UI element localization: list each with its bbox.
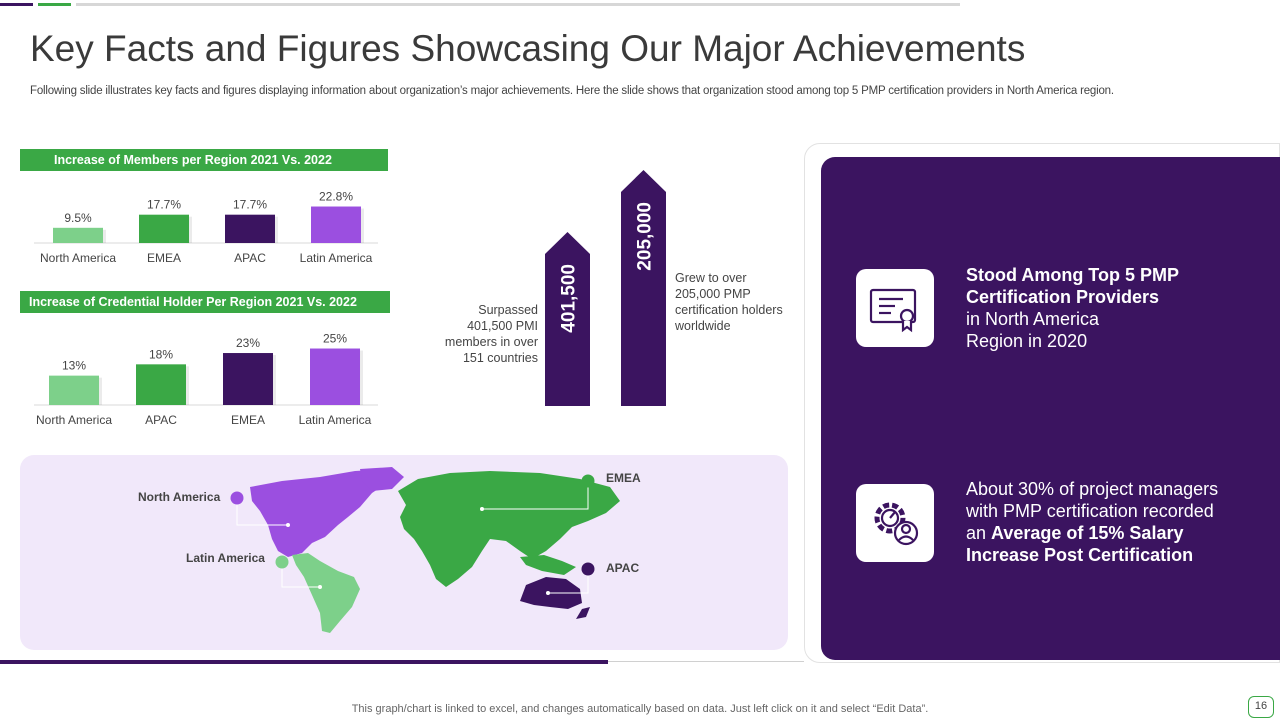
apac-label: APAC bbox=[606, 561, 640, 575]
data-label: 25% bbox=[323, 332, 347, 346]
asia-islands-shape[interactable] bbox=[520, 555, 576, 575]
category-label: EMEA bbox=[147, 251, 181, 265]
fact-2-line4-bold: Increase Post Certification bbox=[966, 545, 1194, 565]
members-note: Surpassed 401,500 PMI members in over 15… bbox=[444, 303, 538, 365]
members-bar-chart[interactable]: 9.5% North America 17.7% EMEA 17.7% APAC 22.8%… bbox=[20, 176, 390, 272]
facts-card: Stood Among Top 5 PMP Certification Prov… bbox=[821, 157, 1280, 660]
arrow-bar[interactable] bbox=[621, 170, 666, 406]
apac-dot bbox=[581, 562, 595, 576]
arrow-value-label: 205,000 bbox=[635, 202, 656, 271]
holders-note: Grew to over 205,000 PMP certification h… bbox=[675, 271, 783, 333]
data-label: 17.7% bbox=[147, 198, 181, 212]
new-zealand-shape[interactable] bbox=[576, 607, 590, 619]
bar[interactable] bbox=[223, 353, 273, 405]
top-accent-purple bbox=[0, 3, 33, 6]
members-chart-title: Increase of Members per Region 2021 Vs. … bbox=[20, 149, 388, 171]
data-label: 23% bbox=[236, 336, 260, 350]
category-label: North America bbox=[36, 413, 112, 427]
top-accent-green bbox=[38, 3, 71, 6]
greenland-shape[interactable] bbox=[360, 467, 404, 491]
bottom-accent-line bbox=[0, 660, 608, 664]
certificate-icon bbox=[856, 269, 934, 347]
data-label: 18% bbox=[149, 347, 173, 361]
north-america-dot bbox=[230, 491, 244, 505]
data-label: 22.8% bbox=[319, 190, 353, 204]
bar[interactable] bbox=[49, 375, 99, 405]
bar[interactable] bbox=[53, 227, 103, 243]
emea-dot bbox=[581, 474, 595, 488]
top-accent-gray bbox=[76, 3, 960, 6]
bottom-divider bbox=[608, 661, 804, 662]
page-title: Key Facts and Figures Showcasing Our Maj… bbox=[30, 28, 1026, 69]
data-label: 9.5% bbox=[64, 211, 92, 225]
gear-person-icon bbox=[856, 484, 934, 562]
footer-note: This graph/chart is linked to excel, and… bbox=[351, 703, 929, 715]
bar[interactable] bbox=[225, 214, 275, 243]
world-map-panel: North America Latin America EMEA APAC bbox=[20, 455, 788, 650]
bar[interactable] bbox=[311, 206, 361, 243]
arrow-bar[interactable] bbox=[545, 232, 590, 406]
emea-label: EMEA bbox=[606, 471, 641, 485]
category-label: Latin America bbox=[300, 251, 373, 265]
bar[interactable] bbox=[136, 364, 186, 405]
bar[interactable] bbox=[310, 348, 360, 405]
north-america-shape[interactable] bbox=[250, 469, 396, 557]
north-america-label: North America bbox=[138, 490, 221, 504]
category-label: EMEA bbox=[231, 413, 265, 427]
arrow-value-label: 401,500 bbox=[559, 264, 580, 333]
fact-1-bold: Stood Among Top 5 PMP Certification Prov… bbox=[966, 265, 1179, 307]
arrow-bar-chart[interactable]: 401,500 205,000 bbox=[540, 165, 680, 410]
fact-1-line4: Region in 2020 bbox=[966, 331, 1088, 351]
credential-chart-title: Increase of Credential Holder Per Region… bbox=[20, 291, 390, 313]
latin-america-shape[interactable] bbox=[292, 553, 360, 633]
fact-1-line3: in North America bbox=[966, 309, 1100, 329]
latin-america-dot bbox=[275, 555, 289, 569]
latin-america-label: Latin America bbox=[186, 551, 265, 565]
category-label: North America bbox=[40, 251, 116, 265]
emea-shape[interactable] bbox=[398, 471, 620, 587]
fact-2-line1: About 30% of project managers bbox=[966, 479, 1219, 499]
fact-2-line2: with PMP certification recorded bbox=[966, 501, 1214, 521]
credential-bar-chart[interactable]: 13% North America 18% APAC 23% EMEA 25% Latin A… bbox=[20, 318, 390, 434]
fact-2-text: About 30% of project managers with PMP c… bbox=[966, 478, 1266, 566]
page-number: 16 bbox=[1248, 696, 1274, 718]
category-label: Latin America bbox=[299, 413, 372, 427]
fact-1-text: Stood Among Top 5 PMP Certification Prov… bbox=[966, 264, 1266, 352]
bar[interactable] bbox=[139, 214, 189, 243]
category-label: APAC bbox=[234, 251, 266, 265]
data-label: 17.7% bbox=[233, 198, 267, 212]
world-map[interactable] bbox=[20, 455, 788, 650]
page-subtitle: Following slide illustrates key facts an… bbox=[30, 85, 1114, 97]
category-label: APAC bbox=[145, 413, 177, 427]
fact-2-line3-prefix: an bbox=[966, 523, 992, 543]
data-label: 13% bbox=[62, 359, 86, 373]
fact-2-line3-bold: Average of 15% Salary bbox=[991, 523, 1184, 543]
